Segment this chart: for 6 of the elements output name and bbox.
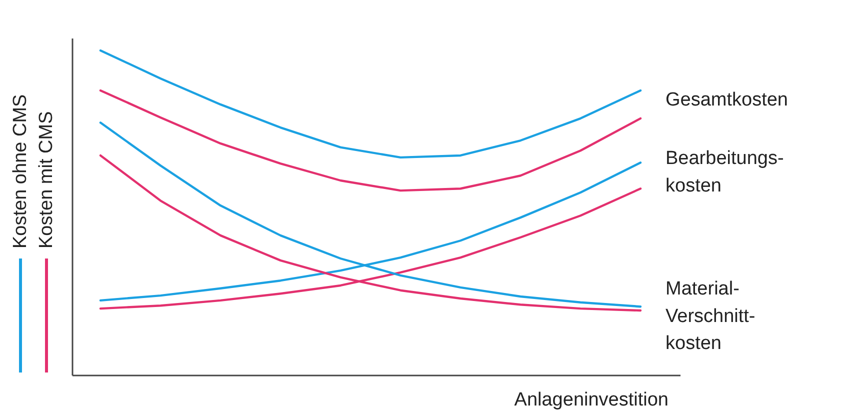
series-label: Material- Verschnitt- kosten — [666, 278, 756, 354]
text: Kosten ohne CMS — [10, 94, 31, 248]
x-axis-title: Anlageninvestition — [514, 390, 668, 410]
series-label: Gesamtkosten — [666, 90, 788, 111]
text: Kosten mit CMS — [36, 111, 57, 248]
series-label: Bearbeitungs- kosten — [666, 148, 784, 197]
